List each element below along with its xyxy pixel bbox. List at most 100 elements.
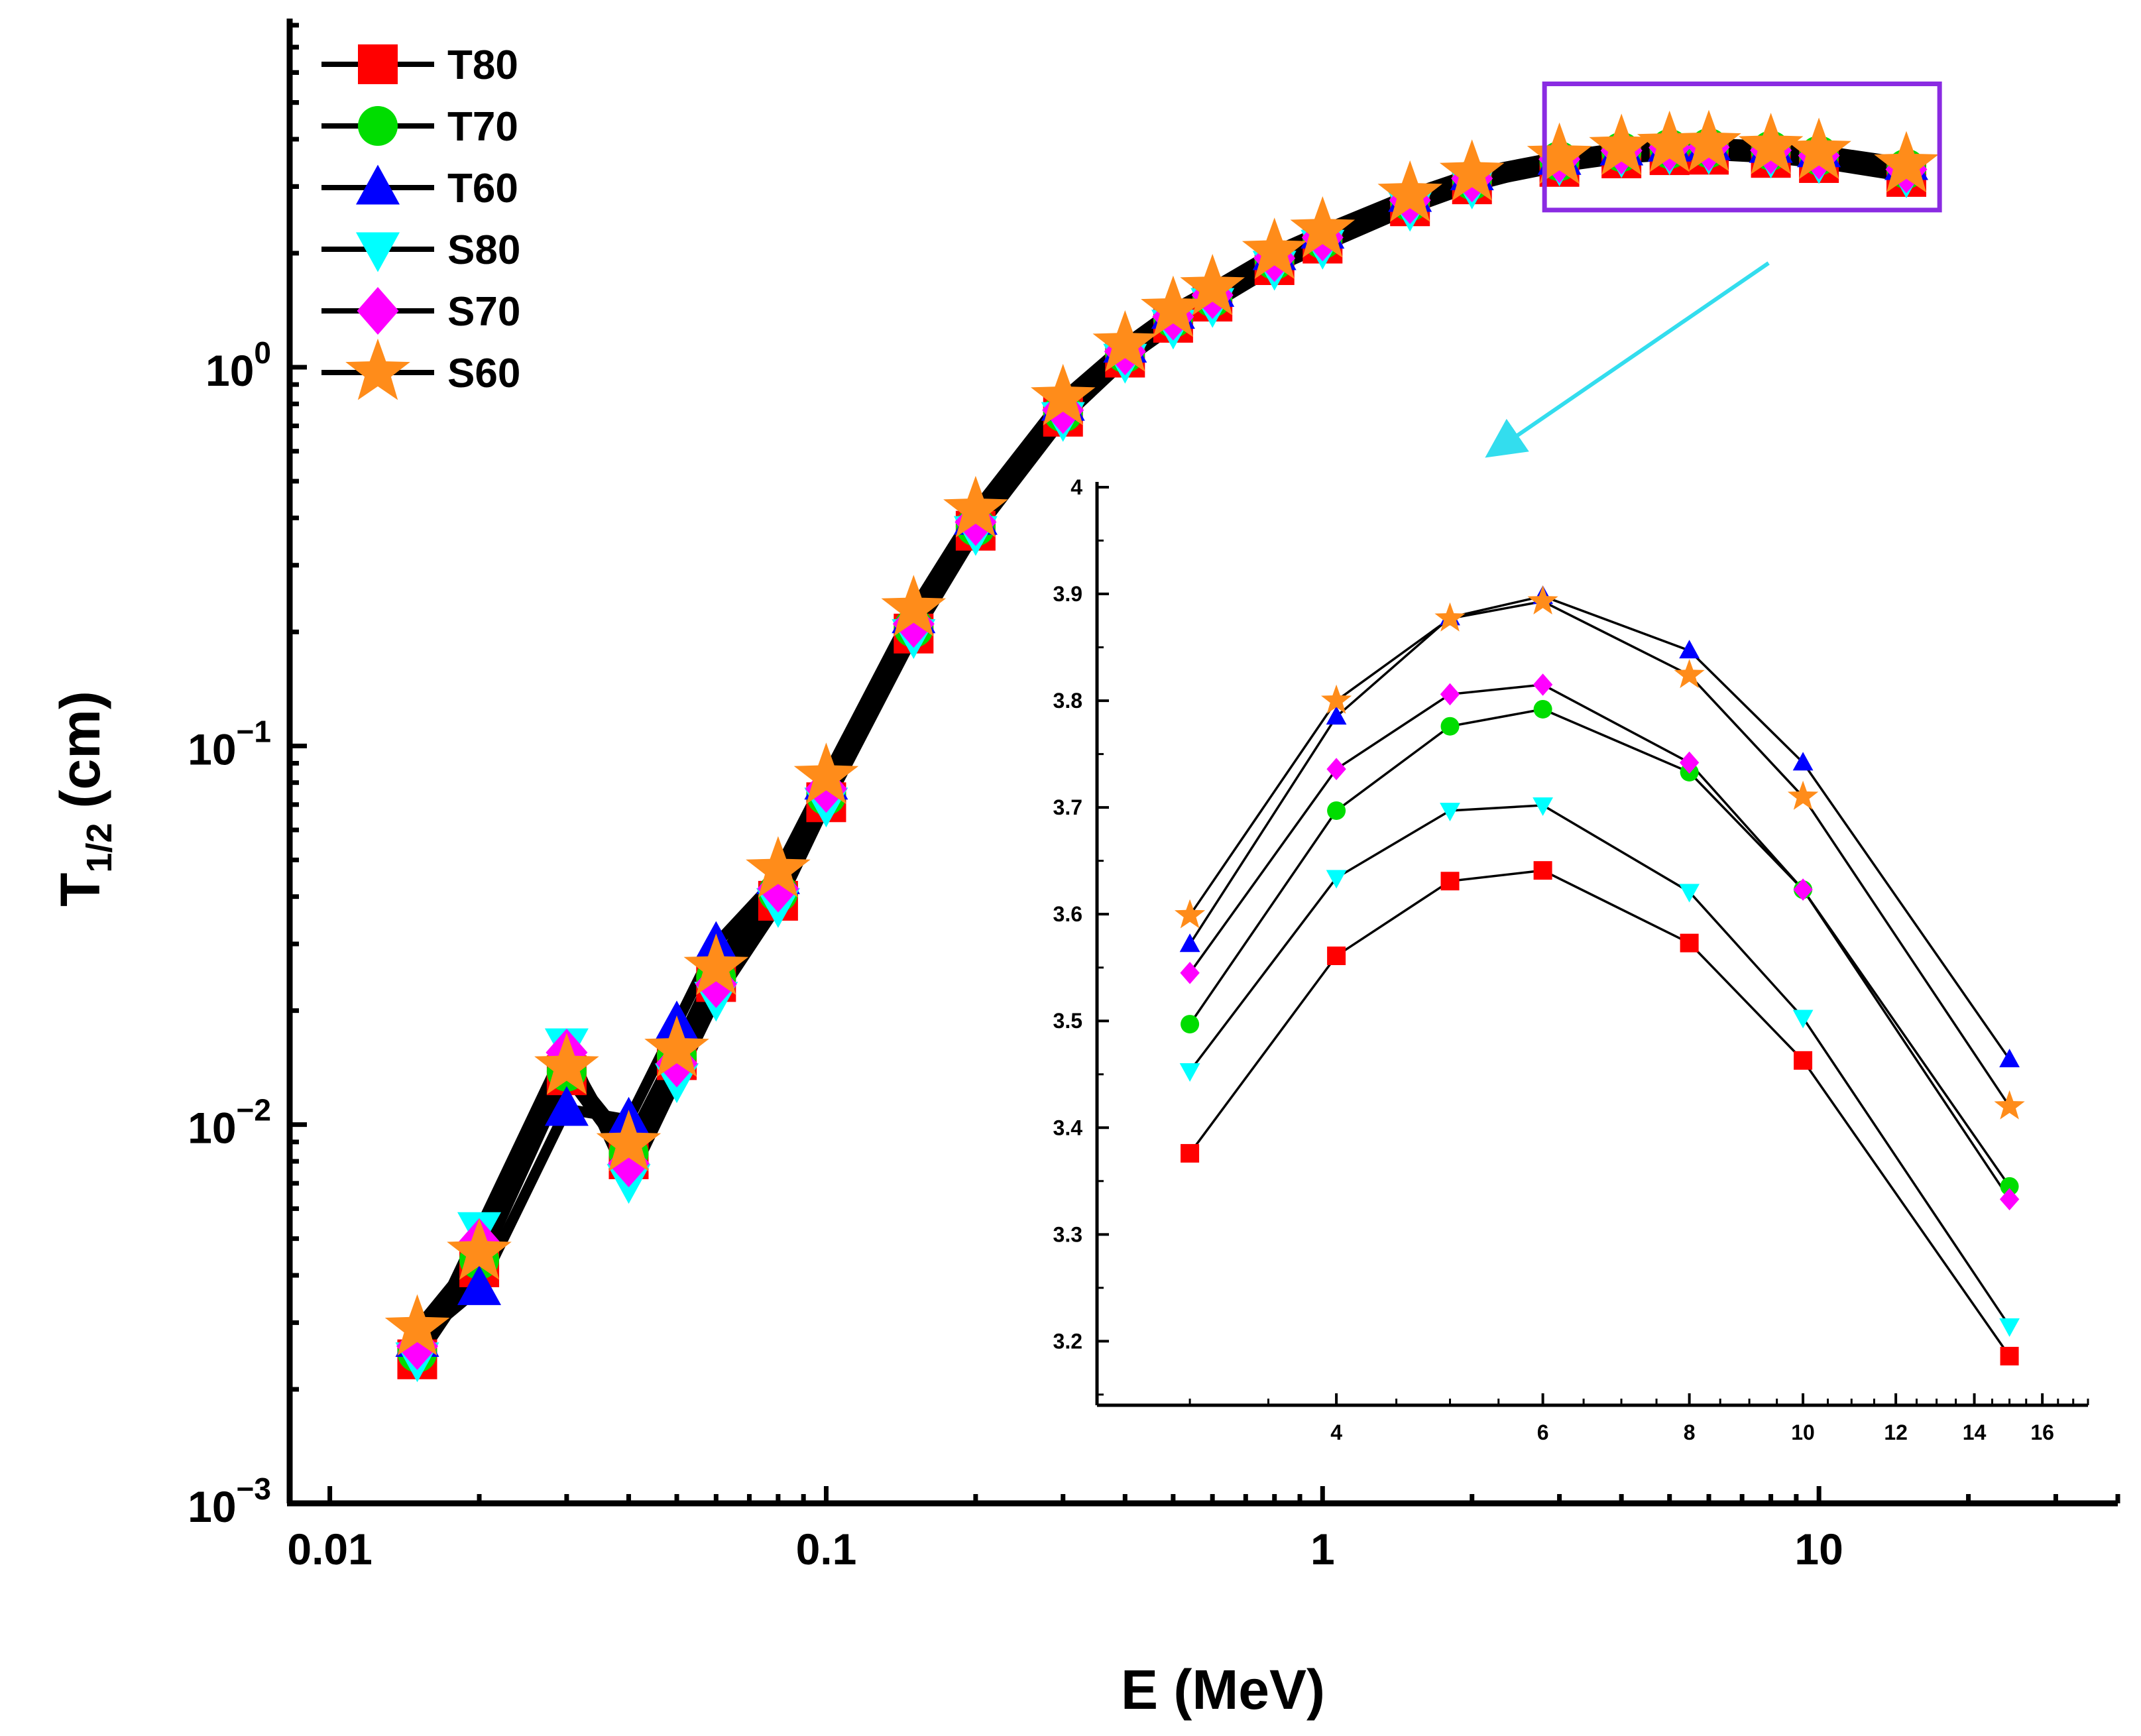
data-point-S60-13 xyxy=(1180,254,1245,316)
inset-data-point-T80-4 xyxy=(1680,933,1699,953)
inset-data-point-S70-0 xyxy=(1180,962,1200,984)
data-point-S60-5 xyxy=(683,933,749,996)
inset-y-tick-label-0: 3.2 xyxy=(1053,1329,1082,1353)
inset-y-tick-label-4: 3.6 xyxy=(1053,902,1082,926)
legend-marker xyxy=(345,338,410,400)
y-tick-label-base: 10 xyxy=(188,1482,236,1531)
legend: T80 T70 T60 S80 S70 S60 xyxy=(321,42,520,400)
y-tick-label-base: 10 xyxy=(188,724,236,774)
inset-x-tick-label-1: 6 xyxy=(1537,1420,1549,1444)
inset-data-point-T80-5 xyxy=(1794,1051,1813,1070)
main-plot-marks xyxy=(384,109,1939,1383)
zoom-highlight-box xyxy=(1542,82,1942,213)
y-tick-label-1: 10−2 xyxy=(188,1093,271,1153)
legend-label: S60 xyxy=(447,351,520,396)
y-tick-label-base: 10 xyxy=(188,1104,236,1153)
data-point-S60-22 xyxy=(1738,113,1804,174)
legend-label: T60 xyxy=(447,166,518,211)
inset-data-point-S80-3 xyxy=(1533,797,1553,816)
inset-plot: 3.2 3.3 3.4 3.5 3.6 3.7 3.8 3.9 4 4 6 8 10 12 14 16 xyxy=(1053,475,2089,1444)
inset-x-tick-label-3: 10 xyxy=(1791,1420,1815,1444)
inset-data-point-S60-4 xyxy=(1674,659,1705,689)
legend-item-T80: T80 xyxy=(321,42,518,88)
inset-data-point-S60-1 xyxy=(1321,684,1352,714)
inset-y-tick-label-2: 3.4 xyxy=(1053,1116,1083,1139)
inset-data-point-S80-6 xyxy=(1999,1318,2020,1337)
data-point-S60-8 xyxy=(881,575,947,637)
legend-label: S80 xyxy=(447,227,520,273)
data-point-S60-1 xyxy=(447,1218,512,1280)
x-tick-label-1: 0.1 xyxy=(796,1525,857,1574)
y-tick-label-exponent: −2 xyxy=(237,1093,271,1128)
inset-data-point-S70-3 xyxy=(1533,673,1553,696)
data-point-S60-18 xyxy=(1527,122,1592,184)
inset-x-tick-label-5: 14 xyxy=(1963,1420,1987,1444)
x-tick-label-2: 1 xyxy=(1310,1525,1335,1574)
inset-data-point-S60-2 xyxy=(1434,602,1466,632)
data-point-S60-3 xyxy=(596,1110,662,1172)
data-point-S60-10 xyxy=(1031,363,1096,426)
data-point-S60-14 xyxy=(1242,217,1307,279)
zoom-overlay xyxy=(1485,82,1942,458)
inset-data-point-S80-1 xyxy=(1326,870,1347,889)
y-tick-label-exponent: −1 xyxy=(237,714,271,748)
legend-marker xyxy=(356,164,400,205)
inset-data-point-T60-6 xyxy=(1999,1049,2020,1068)
inset-data-point-S60-3 xyxy=(1527,585,1558,614)
inset-data-point-S80-4 xyxy=(1679,884,1700,903)
data-point-S60-12 xyxy=(1141,275,1206,337)
data-point-S60-20 xyxy=(1637,110,1702,172)
inset-y-tick-label-5: 3.7 xyxy=(1053,795,1082,819)
data-point-T60-2 xyxy=(544,1086,589,1126)
inset-data-point-S80-5 xyxy=(1792,1010,1814,1029)
data-point-S60-16 xyxy=(1377,160,1442,222)
inset-data-point-S60-5 xyxy=(1787,780,1819,810)
inset-data-point-T60-0 xyxy=(1179,933,1200,953)
y-tick-label-0: 10−3 xyxy=(188,1472,271,1531)
inset-data-point-T80-3 xyxy=(1533,861,1552,880)
legend-marker xyxy=(357,287,399,335)
inset-data-point-T70-1 xyxy=(1327,801,1346,820)
legend-label: T70 xyxy=(447,104,518,150)
zoom-arrow xyxy=(1485,261,1770,458)
data-point-S60-24 xyxy=(1874,131,1939,193)
data-point-S60-11 xyxy=(1092,310,1158,372)
legend-label: S70 xyxy=(447,289,520,335)
data-point-S60-15 xyxy=(1290,196,1356,258)
inset-data-point-S70-6 xyxy=(1999,1188,2020,1210)
data-point-S60-0 xyxy=(384,1294,450,1356)
inset-data-point-S80-0 xyxy=(1179,1063,1200,1082)
inset-data-point-S70-1 xyxy=(1326,758,1346,780)
inset-data-point-T70-2 xyxy=(1440,717,1460,736)
legend-item-S70: S70 xyxy=(321,287,520,335)
y-tick-label-2: 10−1 xyxy=(188,714,271,774)
inset-data-point-T60-4 xyxy=(1679,640,1700,659)
inset-x-tick-label-2: 8 xyxy=(1684,1420,1696,1444)
data-point-S60-7 xyxy=(793,742,859,805)
inset-data-point-T80-6 xyxy=(2000,1346,2019,1365)
inset-x-tick-label-4: 12 xyxy=(1884,1420,1908,1444)
legend-item-T60: T60 xyxy=(321,164,518,211)
inset-data-point-S60-6 xyxy=(1994,1090,2025,1120)
inset-data-point-S70-4 xyxy=(1679,751,1700,774)
inset-x-tick-label-0: 4 xyxy=(1330,1420,1342,1444)
inset-data-point-T70-6 xyxy=(2000,1177,2019,1196)
y-tick-label-exponent: −3 xyxy=(237,1472,271,1506)
inset-x-tick-label-6: 16 xyxy=(2030,1420,2054,1444)
axis-titles: E (MeV) T1/2 (cm) xyxy=(49,691,1325,1721)
y-tick-label-exponent: 0 xyxy=(254,335,271,370)
y-tick-label-base: 10 xyxy=(205,346,254,395)
x-axis-title: E (MeV) xyxy=(1121,1658,1325,1721)
data-point-S60-23 xyxy=(1786,117,1851,180)
data-point-S60-19 xyxy=(1589,113,1654,176)
data-point-S60-2 xyxy=(534,1033,599,1095)
inset-data-point-T80-1 xyxy=(1327,946,1346,965)
legend-marker xyxy=(358,106,398,146)
inset-data-point-S80-2 xyxy=(1440,803,1460,822)
legend-item-S60: S60 xyxy=(321,338,520,400)
legend-label: T80 xyxy=(447,42,518,88)
inset-data-point-T70-0 xyxy=(1181,1015,1200,1034)
y-axis-title-unit: (cm) xyxy=(49,691,111,808)
